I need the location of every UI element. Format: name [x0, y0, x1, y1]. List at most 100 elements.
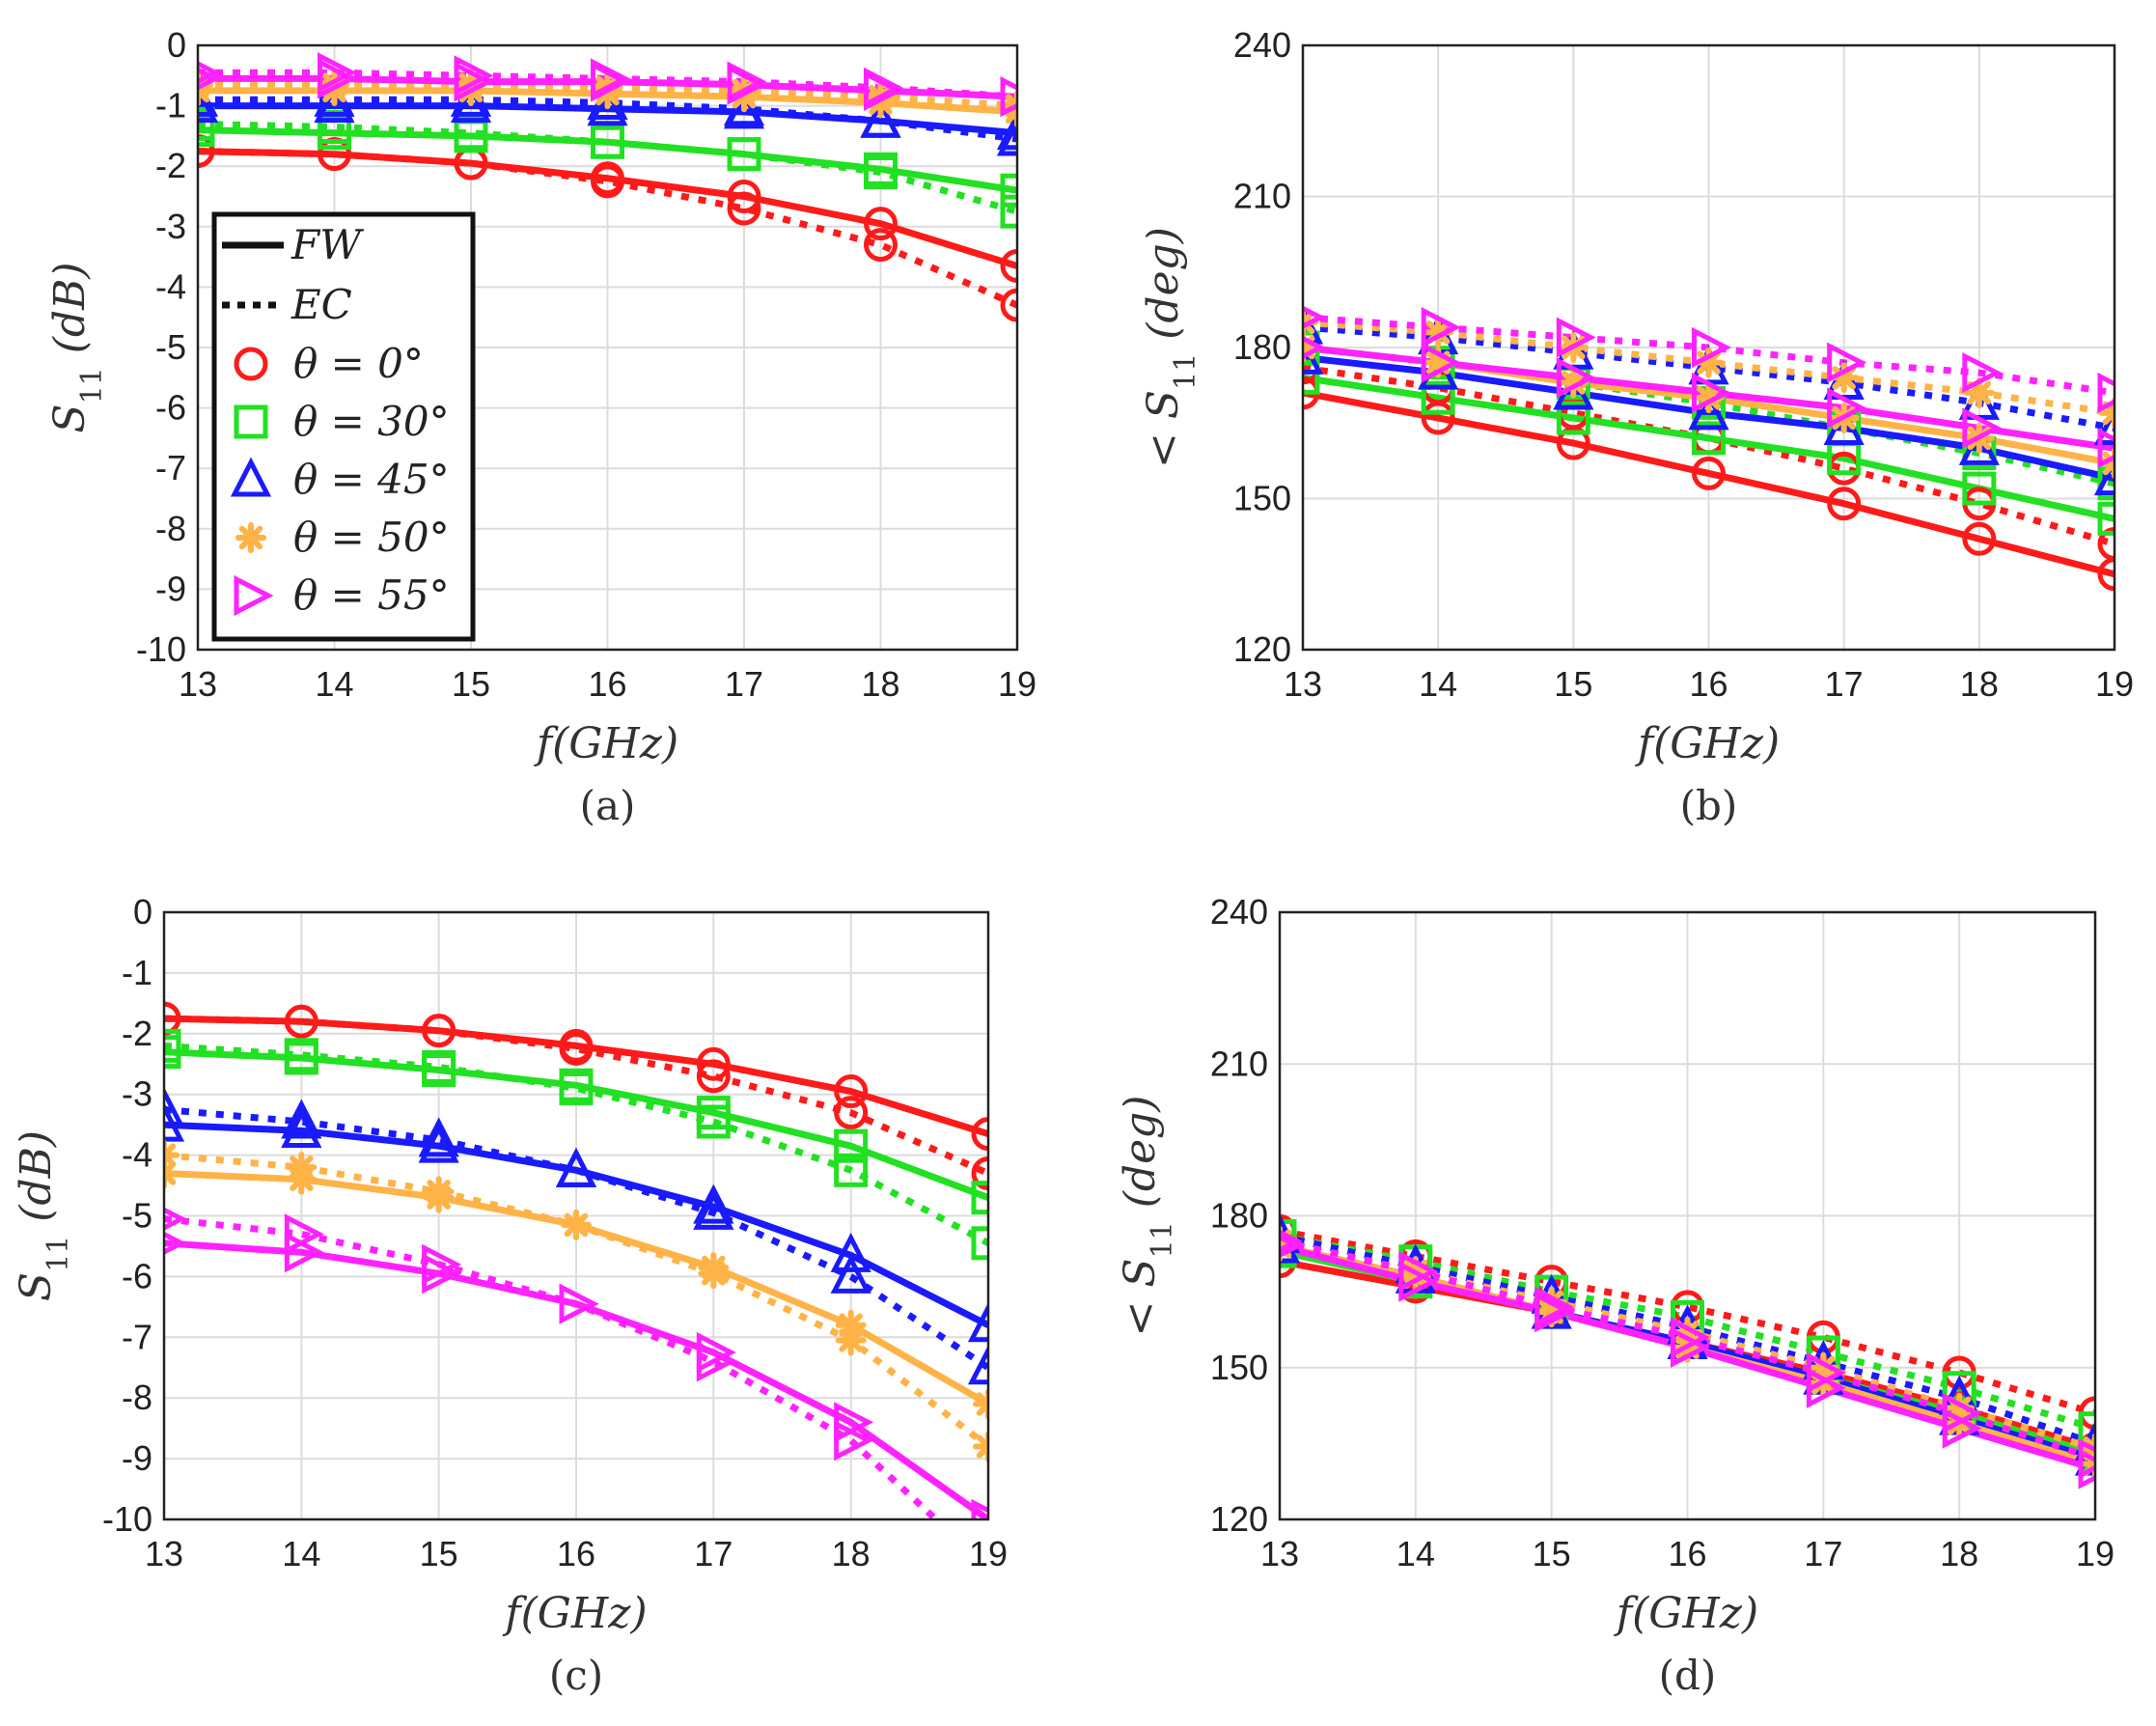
- legend-label: FW: [290, 221, 365, 268]
- legend-marker-0: [234, 347, 268, 381]
- y-tick-label: -4: [155, 266, 186, 306]
- data-point-45-FW: [198, 83, 219, 124]
- y-tick-label: -1: [155, 86, 186, 125]
- data-point-30-EC: [864, 154, 898, 189]
- data-point-0-FW: [727, 180, 761, 213]
- series-line-30-EC: [164, 1042, 988, 1246]
- y-tick-label: 0: [133, 892, 152, 932]
- x-tick-label: 15: [1533, 1534, 1571, 1573]
- data-point-55-FW: [1692, 372, 1731, 414]
- legend-marker-55: [234, 574, 274, 617]
- data-point-55-EC: [422, 1243, 462, 1285]
- y-tick-label: -6: [122, 1256, 152, 1295]
- x-axis-label: f(GHz): [502, 1589, 647, 1638]
- data-point-50-FW: [973, 1388, 988, 1420]
- data-point-55-EC: [198, 61, 221, 85]
- axes-frame: [1301, 43, 2116, 652]
- y-tick-label: -9: [155, 569, 186, 608]
- data-point-45-EC: [164, 1086, 185, 1127]
- y-tick-label: 240: [1233, 25, 1291, 65]
- panel-caption: (d): [1659, 1652, 1717, 1699]
- panel-c: 13 14 15 16 17 18 19 0 -1 -2 -3 -4 -5 -6 -7 -8 -9 -10 f(GH…: [12, 892, 1008, 1699]
- series-line-0-EC: [164, 1015, 988, 1177]
- data-point-50-EC: [164, 1139, 180, 1171]
- x-tick-label: 15: [420, 1534, 458, 1573]
- data-point-55-EC: [834, 1420, 874, 1462]
- y-tick-label: 210: [1233, 177, 1291, 216]
- data-point-55-FW: [1962, 407, 2003, 449]
- data-point-55-EC: [2097, 372, 2115, 414]
- data-point-30-FW: [1962, 471, 1997, 506]
- data-point-50-EC: [1002, 90, 1017, 122]
- data-point-45-FW: [450, 83, 492, 124]
- x-tick-label: 14: [1396, 1534, 1435, 1573]
- series-line-30-EC: [198, 120, 1017, 215]
- data-point-55-EC: [1303, 305, 1326, 329]
- data-point-30-EC: [971, 1226, 988, 1261]
- legend-label: θ = 0°: [293, 340, 424, 387]
- y-tick-label: -6: [155, 388, 186, 428]
- data-point-55-EC: [1692, 326, 1731, 369]
- data-point-45-FW: [587, 86, 628, 126]
- x-tick-label: 18: [861, 664, 899, 704]
- x-tick-label: 13: [145, 1534, 183, 1573]
- y-tick-label: -5: [155, 327, 186, 367]
- data-point-55-EC: [696, 1341, 736, 1382]
- data-point-30-EC: [2097, 466, 2115, 501]
- data-point-45-EC: [996, 116, 1017, 156]
- data-point-0-EC: [591, 164, 624, 199]
- data-point-55-EC: [318, 52, 357, 94]
- legend-marker-45: [230, 457, 272, 497]
- data-point-45-EC: [2093, 405, 2115, 445]
- x-tick-label: 16: [557, 1534, 595, 1573]
- panel-a: 13 14 15 16 17 18 19 0 -1 -2 -3 -4 -5 -6 -7 -8 -9 -10 f(GH…: [45, 25, 1037, 829]
- y-tick-label: -5: [122, 1196, 152, 1236]
- y-tick-label: 180: [1233, 327, 1291, 367]
- data-point-30-EC: [284, 1038, 318, 1072]
- data-point-55-FW: [164, 1231, 187, 1255]
- legend-label: θ = 45°: [293, 456, 450, 503]
- x-axis-label: f(GHz): [1614, 1589, 1758, 1638]
- series-group: [1280, 1213, 2095, 1489]
- axes-frame: [162, 910, 990, 1521]
- data-point-45-EC: [281, 1099, 322, 1139]
- data-point-0-EC: [164, 1001, 181, 1036]
- x-tick-label: 16: [1689, 664, 1728, 704]
- data-point-55-EC: [284, 1213, 324, 1255]
- data-point-55-EC: [1671, 1317, 1710, 1358]
- y-tick-label: -7: [155, 448, 186, 487]
- data-point-55-EC: [1962, 351, 2003, 394]
- data-point-55-EC: [1421, 307, 1461, 348]
- series-line-0-FW: [198, 148, 1017, 269]
- data-point-30-FW: [1421, 380, 1455, 415]
- data-point-45-FW: [418, 1123, 459, 1163]
- data-point-45-EC: [967, 1345, 988, 1385]
- data-point-30-EC: [559, 1071, 594, 1105]
- data-point-45-EC: [418, 1117, 459, 1157]
- data-point-45-FW: [830, 1232, 871, 1272]
- y-tick-label: -10: [102, 1499, 152, 1539]
- data-point-45-EC: [830, 1253, 871, 1294]
- data-point-55-FW: [1827, 387, 1867, 429]
- data-point-30-EC: [834, 1153, 869, 1187]
- series-line-55-EC: [164, 1215, 941, 1519]
- data-point-0-EC: [727, 191, 761, 226]
- data-point-0-FW: [971, 1117, 988, 1152]
- data-point-55-EC: [1556, 317, 1596, 358]
- data-point-55-FW: [1303, 335, 1326, 360]
- data-point-45-FW: [996, 110, 1017, 151]
- data-point-45-EC: [693, 1189, 734, 1230]
- y-axis-label: < S11 (deg): [1116, 1096, 1179, 1337]
- panel-b: 13 14 15 16 17 18 19 240 210 180 150 120 f(GHz) < S11…: [1139, 25, 2134, 829]
- x-tick-label: 17: [1804, 1534, 1842, 1573]
- data-point-0-FW: [1692, 456, 1726, 490]
- y-tick-label: -8: [155, 509, 186, 548]
- x-tick-label: 16: [1668, 1534, 1706, 1573]
- data-point-30-EC: [198, 106, 215, 141]
- legend-marker-30: [234, 404, 268, 439]
- x-tick-label: 13: [1260, 1534, 1299, 1573]
- data-point-45-FW: [967, 1302, 988, 1343]
- legend-box: [211, 211, 476, 642]
- data-point-30-EC: [727, 137, 761, 172]
- data-point-30-FW: [1692, 421, 1726, 456]
